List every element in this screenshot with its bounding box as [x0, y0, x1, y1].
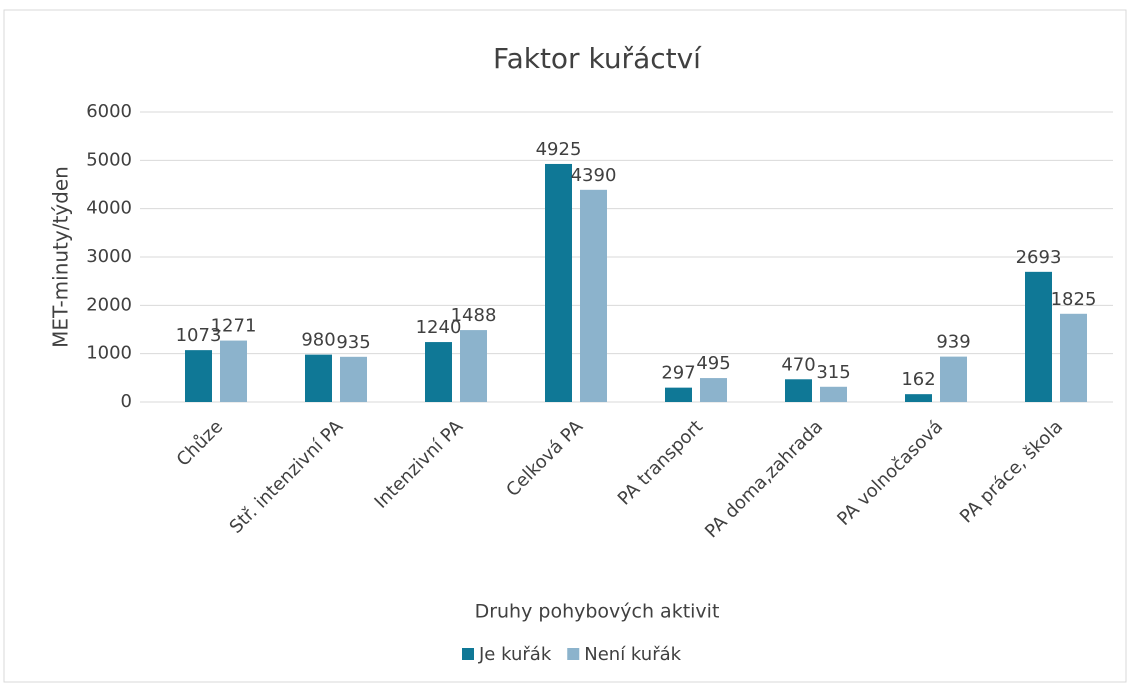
bar — [185, 350, 212, 402]
data-label: 1240 — [416, 317, 462, 338]
data-label: 297 — [661, 363, 695, 384]
legend-swatch — [462, 648, 474, 660]
y-tick-label: 0 — [121, 391, 132, 412]
x-axis-title: Druhy pohybových aktivit — [475, 601, 720, 623]
bar — [1025, 271, 1052, 402]
data-label: 980 — [301, 330, 335, 351]
y-tick-label: 1000 — [86, 343, 132, 364]
y-tick-label: 6000 — [86, 101, 132, 122]
data-label: 162 — [901, 369, 935, 390]
data-label: 2693 — [1016, 247, 1062, 268]
chart-title: Faktor kuřáctví — [493, 42, 702, 75]
data-label: 470 — [781, 354, 815, 375]
legend-swatch — [567, 648, 580, 660]
y-tick-label: 2000 — [86, 294, 132, 315]
bar — [700, 378, 727, 402]
bar — [940, 356, 967, 402]
y-axis-title: MET-minuty/týden — [49, 166, 73, 348]
data-label: 1825 — [1051, 289, 1097, 310]
bar — [460, 330, 487, 402]
data-label: 1488 — [451, 305, 497, 326]
bar — [785, 379, 812, 402]
bar — [905, 394, 932, 402]
data-label: 4925 — [536, 139, 582, 160]
bar — [665, 387, 692, 402]
data-label: 935 — [336, 332, 370, 353]
data-label: 1271 — [211, 316, 257, 337]
bar — [545, 163, 572, 402]
bar — [820, 386, 847, 402]
bar — [305, 354, 332, 402]
data-label: 495 — [696, 353, 730, 374]
y-tick-label: 5000 — [86, 149, 132, 170]
bar — [1060, 313, 1087, 402]
data-label: 315 — [816, 362, 850, 383]
y-tick-label: 3000 — [86, 246, 132, 267]
bar — [340, 356, 367, 402]
y-tick-label: 4000 — [86, 198, 132, 219]
data-label: 939 — [936, 332, 970, 353]
bar — [425, 342, 452, 402]
bar — [220, 340, 247, 402]
data-label: 1073 — [176, 325, 222, 346]
bar — [580, 189, 607, 402]
legend-label: Je kuřák — [478, 644, 552, 665]
data-label: 4390 — [571, 165, 617, 186]
legend-label: Není kuřák — [584, 644, 681, 665]
